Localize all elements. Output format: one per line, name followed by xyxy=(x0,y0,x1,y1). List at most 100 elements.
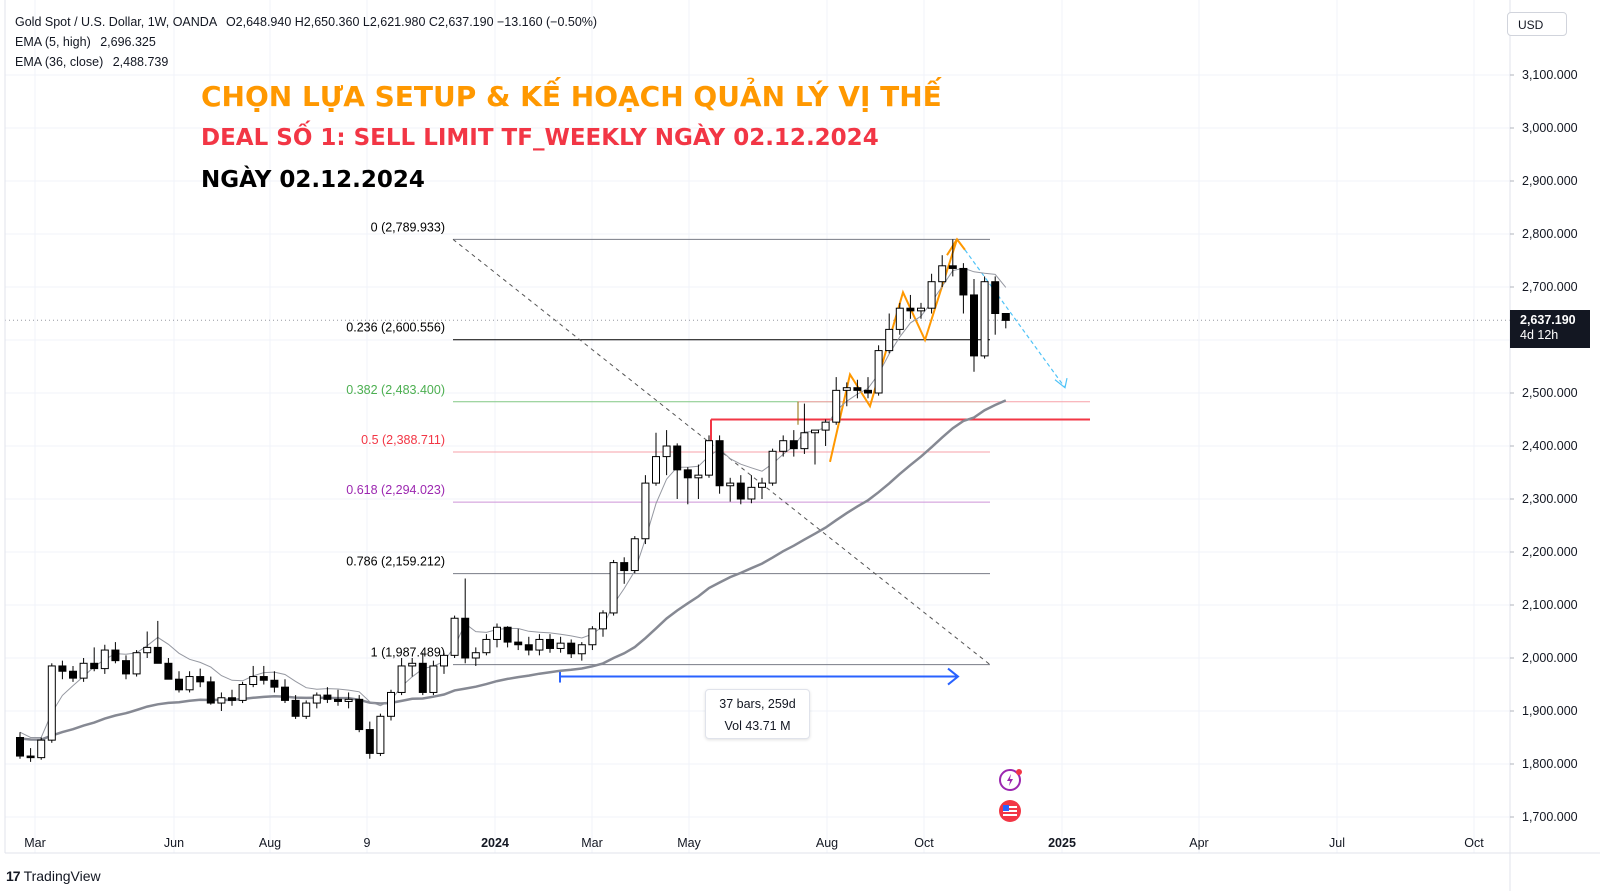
annotation-title-date[interactable]: NGÀY 02.12.2024 xyxy=(201,167,425,193)
candle-body xyxy=(758,482,766,488)
measure-arrow-head xyxy=(947,667,960,686)
time-tick-label: May xyxy=(677,836,701,850)
candle-body xyxy=(376,715,385,754)
ema-close-label[interactable]: EMA (36, close) xyxy=(15,55,104,69)
candle-body xyxy=(673,445,682,471)
ema-high-label[interactable]: EMA (5, high) xyxy=(15,35,91,49)
candle-body xyxy=(175,678,183,691)
candlestick-series[interactable] xyxy=(16,239,1010,762)
candle-body xyxy=(461,617,470,659)
ohlc-values: O2,648.940 H2,650.360 L2,621.980 C2,637.… xyxy=(225,15,598,29)
candle-body xyxy=(281,686,289,701)
time-tick-label: 9 xyxy=(364,836,371,850)
candle-body xyxy=(164,662,173,680)
currency-selector[interactable]: USD xyxy=(1507,12,1567,36)
time-tick-label: Jun xyxy=(164,836,184,850)
price-axis[interactable]: 1,700.000 1,800.000 1,900.000 2,000.000 2,10… xyxy=(1510,68,1578,824)
measure-info-box[interactable]: 37 bars, 259d Vol 43.71 M xyxy=(705,689,810,739)
annotation-title-setup[interactable]: CHỌN LỰA SETUP & KẾ HOẠCH QUẢN LÝ VỊ THẾ xyxy=(201,80,942,113)
fib-level-label: 0.5 (2,388.711) xyxy=(361,433,445,447)
time-axis[interactable]: Mar Jun Aug 9 2024 Mar May Aug Oct 2025 Apr Jul Oct xyxy=(24,836,1484,850)
candle-body xyxy=(917,307,925,312)
time-tick-label: Mar xyxy=(581,836,603,850)
chart-grid xyxy=(5,0,1510,853)
candle-body xyxy=(630,538,639,572)
time-tick-label: Aug xyxy=(259,836,281,850)
candle-body xyxy=(705,440,713,476)
candle-body xyxy=(821,421,830,431)
tradingview-logo[interactable]: 17 TradingView xyxy=(6,868,101,884)
fib-level-label: 0.786 (2,159.212) xyxy=(346,555,445,569)
last-price: 2,637.190 xyxy=(1520,313,1576,327)
time-tick-label: Oct xyxy=(914,836,934,850)
annotation-title-deal[interactable]: DEAL SỐ 1: SELL LIMIT TF_WEEKLY NGÀY 02.… xyxy=(201,125,879,151)
measure-bars-text: 37 bars, 259d xyxy=(719,697,796,711)
candle-body xyxy=(832,389,841,423)
candle-body xyxy=(429,665,438,693)
candle-body xyxy=(217,697,226,704)
candle-body xyxy=(1001,313,1010,321)
candle-body xyxy=(652,456,660,484)
candle-body xyxy=(567,642,576,655)
candle-body xyxy=(503,626,512,643)
candle-body xyxy=(715,440,724,487)
bar-countdown: 4d 12h xyxy=(1520,328,1559,342)
projection-arrow-head xyxy=(1054,378,1068,389)
candle-body xyxy=(291,699,300,717)
candle-body xyxy=(228,697,236,701)
candle-body xyxy=(153,646,162,664)
candle-body xyxy=(249,676,258,685)
price-tick-label: 2,500.000 xyxy=(1522,386,1578,400)
measure-volume-text: Vol 43.71 M xyxy=(724,719,791,733)
us-flag-event-icon[interactable] xyxy=(999,800,1021,822)
notification-dot xyxy=(1016,769,1022,775)
candle-body xyxy=(90,662,99,670)
candle-body xyxy=(577,644,586,655)
candle-body xyxy=(79,662,88,679)
candle-body xyxy=(143,646,152,654)
candle-body xyxy=(482,638,491,654)
candle-body xyxy=(853,387,862,391)
candle-body xyxy=(906,307,915,312)
candle-body xyxy=(885,328,894,352)
legend-ema-high[interactable]: EMA (5, high) 2,696.325 xyxy=(15,35,156,49)
candle-body xyxy=(588,628,597,646)
candle-body xyxy=(895,307,904,330)
candle-body xyxy=(69,670,77,679)
candle-body xyxy=(514,641,523,646)
candle-body xyxy=(334,698,342,702)
price-tick-label: 3,000.000 xyxy=(1522,121,1578,135)
candle-body xyxy=(980,281,989,357)
legend-ema-close[interactable]: EMA (36, close) 2,488.739 xyxy=(15,55,168,69)
legend-symbol-row[interactable]: Gold Spot / U.S. Dollar, 1W, OANDA O2,64… xyxy=(15,15,597,29)
fib-level-label: 0.618 (2,294.023) xyxy=(346,483,445,497)
time-tick-label: 2024 xyxy=(481,836,509,850)
candle-body xyxy=(100,649,109,670)
candle-body xyxy=(365,729,374,754)
candle-body xyxy=(387,691,395,717)
candle-body xyxy=(726,482,735,487)
lightning-event-icon[interactable] xyxy=(999,769,1021,791)
candle-body xyxy=(938,265,947,283)
chart-drawings[interactable] xyxy=(559,237,1090,686)
candle-body xyxy=(132,652,141,675)
fib-level-label: 1 (1,987.489) xyxy=(371,646,445,660)
symbol-title[interactable]: Gold Spot / U.S. Dollar, 1W, OANDA xyxy=(15,15,217,29)
price-tick-label: 1,800.000 xyxy=(1522,757,1578,771)
time-tick-label: 2025 xyxy=(1048,836,1076,850)
candle-body xyxy=(122,660,130,675)
ema-high-value: 2,696.325 xyxy=(100,35,156,49)
candle-body xyxy=(959,267,968,296)
price-tick-label: 2,400.000 xyxy=(1522,439,1578,453)
ema-36-line xyxy=(19,399,1007,741)
candle-body xyxy=(471,652,480,659)
candle-body xyxy=(768,450,777,484)
zigzag-arrow-head xyxy=(946,237,966,256)
fibonacci-retracement[interactable]: 0 (2,789.933) 0.236 (2,600.556) 0.382 (2,4… xyxy=(346,220,991,666)
candle-body xyxy=(546,638,554,649)
price-tick-label: 1,700.000 xyxy=(1522,810,1578,824)
candle-body xyxy=(970,294,978,357)
time-tick-label: Aug xyxy=(816,836,838,850)
price-tick-label: 2,700.000 xyxy=(1522,280,1578,294)
